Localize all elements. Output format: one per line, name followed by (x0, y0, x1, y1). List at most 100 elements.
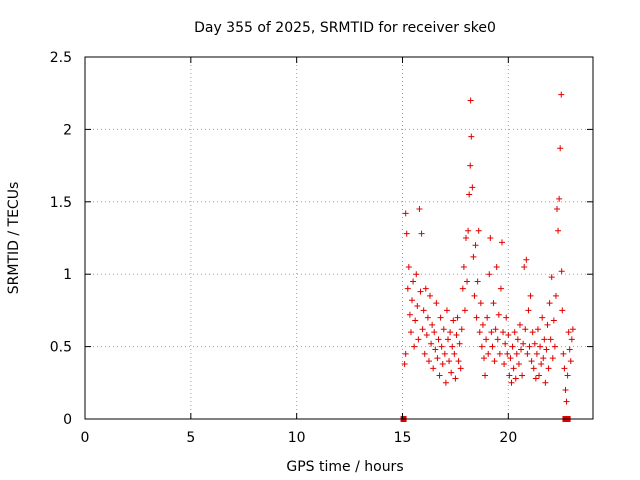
data-point (551, 343, 558, 350)
y-tick-label: 0.5 (50, 340, 72, 356)
data-point (428, 340, 435, 347)
x-tick-label: 10 (288, 430, 306, 446)
data-point (548, 274, 555, 281)
data-point (547, 336, 554, 343)
data-point (423, 332, 430, 339)
data-point (429, 321, 436, 328)
plot-frame (84, 56, 594, 420)
data-point (502, 340, 509, 347)
data-point (509, 343, 516, 350)
data-point (446, 358, 453, 365)
data-point (467, 97, 474, 104)
data-point (431, 329, 438, 336)
data-point (438, 343, 445, 350)
data-point (537, 343, 544, 350)
data-point (453, 332, 460, 339)
data-point (557, 145, 564, 152)
data-point (501, 360, 508, 367)
y-tick-label: 2.5 (50, 50, 72, 66)
data-point (480, 355, 487, 362)
data-point (474, 278, 481, 285)
data-point (461, 307, 468, 314)
data-point (454, 314, 461, 321)
data-point (478, 343, 485, 350)
data-point (413, 271, 420, 278)
data-point (475, 227, 482, 234)
data-point (445, 336, 452, 343)
data-point (458, 326, 465, 333)
data-point (526, 343, 533, 350)
data-point (402, 210, 409, 217)
data-point (516, 321, 523, 328)
data-point (435, 336, 442, 343)
data-point (511, 329, 518, 336)
data-point (414, 303, 421, 310)
data-point (519, 372, 526, 379)
data-point (525, 307, 532, 314)
data-point (440, 326, 447, 333)
data-point (487, 235, 494, 241)
data-point (465, 227, 472, 234)
data-point (552, 292, 559, 299)
data-point (545, 365, 552, 372)
data-point (496, 350, 503, 357)
data-point (543, 346, 550, 353)
data-point (433, 300, 440, 307)
data-point (536, 372, 543, 379)
data-point (523, 256, 530, 263)
data-point (449, 343, 456, 350)
data-point (498, 239, 505, 246)
data-point (468, 133, 475, 140)
data-point (561, 365, 568, 372)
data-point (531, 340, 538, 347)
data-point (415, 336, 422, 343)
data-point (470, 253, 477, 260)
data-point (493, 263, 500, 270)
data-point (492, 326, 499, 333)
data-point (452, 375, 459, 382)
data-point (441, 350, 448, 357)
data-point (524, 350, 531, 357)
data-point (510, 365, 517, 372)
x-tick-label: 5 (186, 430, 195, 446)
data-point (422, 285, 429, 292)
data-point (512, 375, 519, 382)
data-point (416, 206, 423, 213)
data-points (400, 91, 576, 422)
data-point (424, 314, 431, 321)
data-point (412, 317, 419, 324)
data-point (442, 379, 449, 386)
data-point (566, 346, 573, 353)
data-point (513, 350, 520, 357)
data-point (494, 336, 501, 343)
data-point (484, 314, 491, 321)
data-point (490, 300, 497, 307)
data-point (485, 350, 492, 357)
data-point (417, 288, 424, 295)
data-point (407, 329, 414, 336)
axis-ticks: 0 5 10 15 20 0 0.5 1 1.5 2 2.5 (50, 50, 593, 446)
data-point (482, 372, 489, 379)
data-point (467, 162, 474, 169)
data-point (450, 317, 457, 324)
data-point (476, 329, 483, 336)
data-point (522, 326, 529, 333)
data-point (558, 91, 565, 98)
data-point (568, 336, 575, 343)
data-point (542, 379, 549, 386)
data-point (504, 350, 511, 357)
data-point (439, 360, 446, 367)
data-point (466, 191, 473, 198)
data-point (491, 358, 498, 365)
data-point (529, 329, 536, 336)
data-point (427, 292, 434, 299)
data-point (538, 360, 545, 367)
data-point (539, 314, 546, 321)
data-point (469, 184, 476, 191)
data-point (483, 336, 490, 343)
data-point (430, 365, 437, 372)
data-point (556, 195, 563, 202)
data-point (448, 369, 455, 376)
data-point (563, 398, 570, 405)
data-point (403, 230, 410, 237)
